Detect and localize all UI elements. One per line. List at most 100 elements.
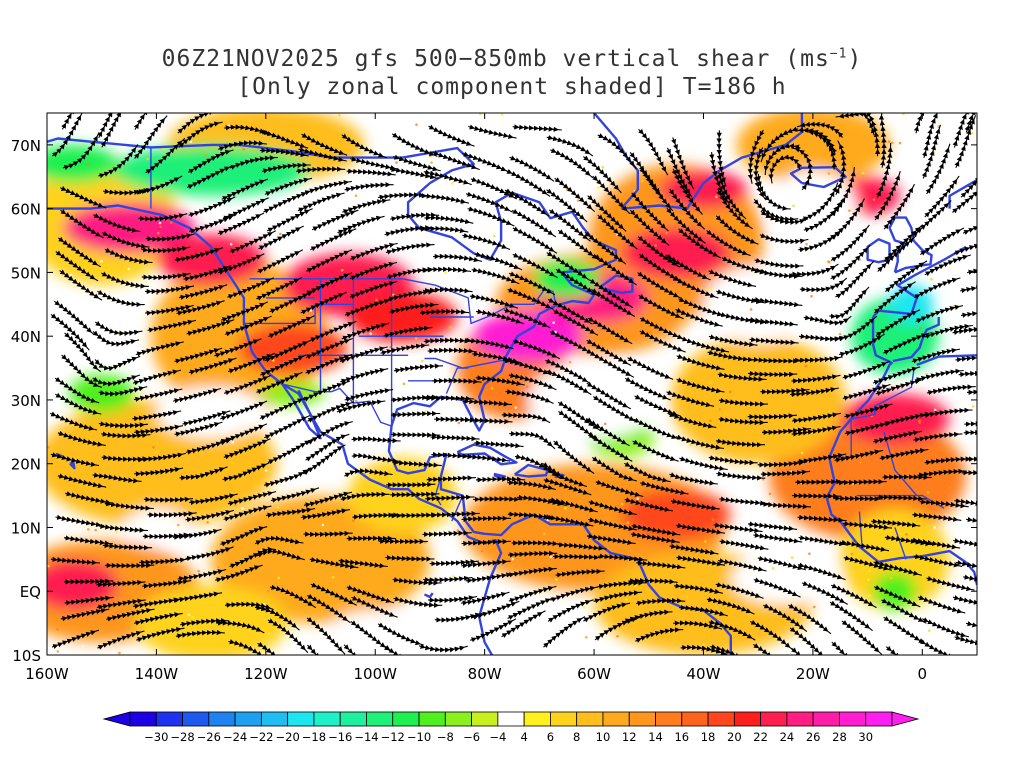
colorbar-swatch [260,711,289,727]
speckle-dot [87,528,90,531]
streamline [913,113,943,134]
speckle-dot [550,482,554,486]
speckle-dot [500,113,504,116]
streamline [344,468,393,478]
speckle-dot [643,343,647,347]
streamline [670,498,720,511]
speckle-dot [191,615,195,619]
streamline [132,410,182,422]
speckle-dot [971,405,975,408]
streamline [254,535,304,546]
streamline [461,515,511,522]
speckle-dot [152,445,155,449]
streamline [708,334,758,347]
streamline [138,213,188,222]
speckle-dot [926,491,930,494]
colorbar-swatch [733,711,762,727]
speckle-dot [118,651,121,655]
speckle-dot [969,152,973,156]
colorbar-label: −4 [489,730,506,744]
streamline [830,224,870,262]
streamline [546,135,594,157]
speckle-dot [676,381,680,385]
streamline [582,155,622,194]
streamline [62,132,100,171]
streamline [598,553,648,562]
streamline [716,471,766,481]
speckle-dot [850,552,854,556]
streamline [390,431,441,438]
streamline [223,505,272,522]
streamline [50,452,100,467]
streamline [718,558,767,572]
streamline [57,430,106,447]
streamline [874,171,901,221]
streamline [98,523,148,533]
speckle-dot [640,179,644,183]
speckle-dot [229,242,233,246]
streamline [462,398,513,407]
streamline [222,462,270,482]
streamline [264,339,311,363]
streamline [461,591,510,606]
streamline [840,539,890,552]
streamline [261,162,311,174]
colorbar-swatch [786,711,814,727]
streamline [593,590,643,604]
speckle-dot [827,260,831,264]
speckle-dot [511,557,515,561]
streamline [793,355,843,363]
streamline [587,316,633,345]
speckle-dot [430,161,433,164]
speckle-dot [872,198,876,201]
streamline [341,322,390,341]
streamline [267,438,314,465]
streamline [791,425,841,437]
streamline [221,178,268,201]
streamline [461,559,511,569]
streamline [423,169,472,186]
speckle-dot [638,611,641,615]
streamline [92,472,142,484]
streamline [757,555,807,571]
streamline [753,532,803,544]
streamline [296,166,346,174]
streamline [134,467,184,477]
streamline [60,186,107,209]
speckle-dot [542,532,546,536]
streamline [595,479,644,498]
streamline [96,579,146,588]
streamline [461,538,511,547]
speckle-dot [276,506,280,509]
speckle-dot [918,421,921,424]
colorbar-swatch [234,711,262,727]
speckle-dot [625,598,628,601]
border-line [883,431,918,497]
streamline [465,572,515,584]
speckle-dot [904,484,907,488]
speckle-dot [873,474,876,478]
streamline [303,179,353,196]
speckle-dot [626,521,630,524]
streamline [101,431,151,439]
streamline [835,113,876,136]
streamline [640,480,689,496]
streamline [669,472,718,486]
streamline [873,430,922,445]
streamline [829,600,873,632]
streamline [340,367,389,384]
speckle-dot [729,390,732,394]
streamline [545,358,591,384]
shading-blob [134,584,288,655]
streamline [958,370,977,378]
speckle-dot [451,575,455,578]
streamline [385,554,435,562]
lon-label: 0 [918,665,928,683]
streamline [952,113,975,148]
speckle-dot [47,446,50,449]
streamline [430,434,480,442]
streamline [926,575,975,592]
speckle-dot [790,556,794,559]
streamline [917,468,967,478]
streamline [461,453,511,463]
